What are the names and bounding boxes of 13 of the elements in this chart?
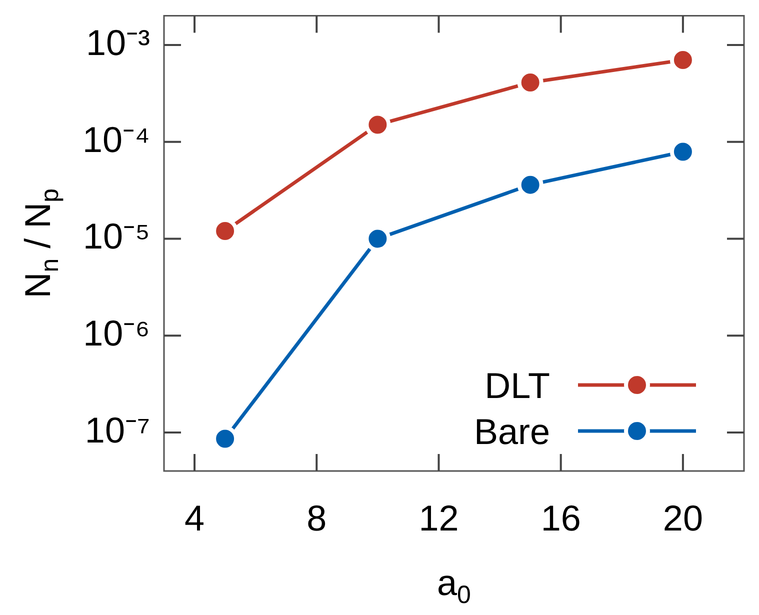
y-tick-label: 10⁻⁵ xyxy=(83,216,150,257)
legend-label: DLT xyxy=(484,365,550,406)
y-axis-title: Nn / Np xyxy=(17,188,64,298)
y-tick-label: 10⁻⁷ xyxy=(84,409,150,450)
x-tick-label: 8 xyxy=(306,498,327,539)
x-tick-label: 20 xyxy=(662,498,703,539)
y-tick-label: 10⁻⁴ xyxy=(82,118,150,160)
x-tick-label: 4 xyxy=(184,498,205,539)
x-tick-label: 12 xyxy=(418,498,459,539)
legend-label: Bare xyxy=(474,411,550,452)
x-tick-label: 16 xyxy=(540,498,581,539)
y-tick-label: 10⁻³ xyxy=(86,22,150,63)
y-tick-label: 10⁻⁶ xyxy=(83,312,150,354)
